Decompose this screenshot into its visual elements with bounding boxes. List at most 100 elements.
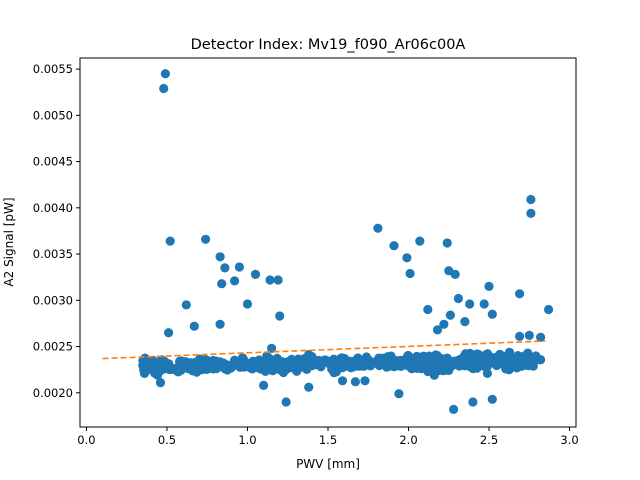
data-point <box>259 380 269 390</box>
data-point <box>524 330 534 340</box>
data-point <box>207 363 217 373</box>
data-point <box>487 394 497 404</box>
data-point <box>544 304 554 315</box>
data-point <box>405 268 415 279</box>
data-point <box>528 354 538 364</box>
data-point <box>289 357 299 368</box>
data-point <box>215 252 225 262</box>
y-tick-label: 0.0025 <box>33 340 73 354</box>
data-point <box>253 361 263 371</box>
data-point <box>402 253 412 263</box>
data-point <box>155 378 166 388</box>
chart-title: Detector Index: Mv19_f090_Ar06c00A <box>191 37 466 53</box>
data-point <box>406 357 416 367</box>
data-point <box>468 397 478 407</box>
y-tick-label: 0.0020 <box>33 386 73 400</box>
data-point <box>327 364 337 374</box>
data-point <box>432 325 443 335</box>
data-point <box>304 382 314 392</box>
data-point <box>496 358 506 368</box>
data-point <box>189 321 199 331</box>
data-point <box>201 234 211 244</box>
data-point <box>415 236 425 246</box>
data-point <box>387 356 397 366</box>
data-point <box>148 363 158 373</box>
data-point <box>337 376 348 386</box>
data-point <box>394 389 404 399</box>
data-point <box>471 357 481 368</box>
data-point <box>515 331 525 341</box>
y-tick-label: 0.0050 <box>33 108 73 122</box>
data-point <box>422 354 432 364</box>
data-point <box>473 349 483 359</box>
data-point <box>389 241 399 251</box>
data-point <box>447 361 457 371</box>
x-tick-label: 1.0 <box>238 433 256 447</box>
data-point <box>460 317 470 327</box>
data-point <box>250 269 261 279</box>
x-tick-label: 3.0 <box>560 433 578 447</box>
data-point <box>282 357 292 367</box>
y-tick-label: 0.0045 <box>33 155 73 169</box>
data-point <box>165 236 175 246</box>
data-point <box>461 349 471 359</box>
data-point <box>314 355 324 366</box>
data-point <box>370 358 380 368</box>
data-points <box>138 69 554 414</box>
data-point <box>479 299 489 309</box>
data-point <box>230 355 240 365</box>
data-point <box>234 262 244 272</box>
data-point <box>360 376 370 386</box>
data-point <box>208 355 218 366</box>
data-point <box>242 299 253 309</box>
data-point <box>230 276 240 286</box>
data-point <box>429 370 439 380</box>
data-point <box>303 358 313 368</box>
x-tick-label: 2.5 <box>480 433 498 447</box>
data-point <box>480 356 490 366</box>
data-point <box>455 356 465 366</box>
data-point <box>487 309 497 319</box>
data-point <box>275 311 285 321</box>
data-point <box>373 223 383 233</box>
data-point <box>200 363 210 374</box>
data-point <box>267 343 277 353</box>
x-tick-label: 0.0 <box>77 433 95 447</box>
data-point <box>439 319 449 329</box>
data-point <box>413 356 423 366</box>
data-point <box>220 263 230 273</box>
data-point <box>215 319 225 329</box>
x-tick-label: 2.0 <box>399 433 417 447</box>
data-point <box>437 355 447 365</box>
data-point <box>453 293 463 304</box>
data-point <box>516 361 527 371</box>
data-point <box>265 275 275 285</box>
y-tick-label: 0.0040 <box>33 201 73 215</box>
data-point <box>450 269 460 279</box>
data-point <box>378 353 388 363</box>
data-point <box>465 299 475 309</box>
data-point <box>515 289 525 299</box>
y-tick-label: 0.0030 <box>33 293 73 307</box>
data-point <box>449 404 459 414</box>
data-point <box>273 275 283 285</box>
data-point <box>189 364 199 374</box>
data-point <box>349 358 359 368</box>
fit-line-layer <box>102 340 546 360</box>
data-point <box>267 364 277 374</box>
data-point <box>350 377 360 387</box>
data-point <box>275 356 285 366</box>
data-point <box>504 353 514 363</box>
y-axis-label: A2 Signal [pW] <box>2 197 16 286</box>
fit-line <box>102 340 546 360</box>
data-point <box>359 358 369 368</box>
data-point <box>438 366 448 376</box>
data-point <box>217 279 227 289</box>
data-point <box>336 360 346 370</box>
data-point <box>442 238 452 248</box>
data-point <box>526 194 536 205</box>
data-point <box>482 368 492 378</box>
data-point <box>445 310 455 320</box>
